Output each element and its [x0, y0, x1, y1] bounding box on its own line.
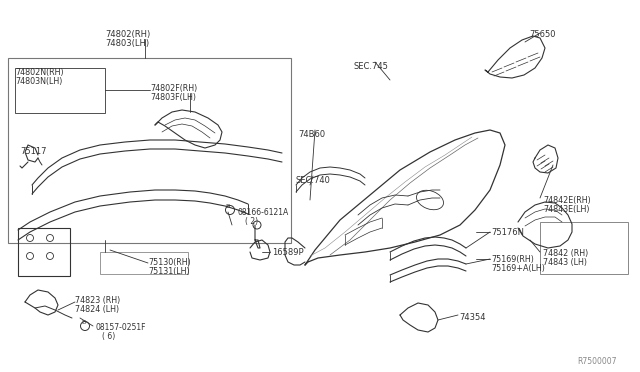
Text: 74802(RH): 74802(RH) [105, 30, 150, 39]
Text: 74802N(RH): 74802N(RH) [15, 68, 63, 77]
Text: 74824 (LH): 74824 (LH) [75, 305, 119, 314]
Text: B: B [226, 205, 230, 209]
Text: 75117: 75117 [20, 147, 47, 156]
Text: B: B [81, 321, 85, 326]
Text: 74843 (LH): 74843 (LH) [543, 258, 587, 267]
Text: 74354: 74354 [459, 313, 486, 322]
Bar [540, 222, 628, 274]
Text: SEC.740: SEC.740 [296, 176, 331, 185]
Text: 75176N: 75176N [491, 228, 524, 237]
Text: 16589P: 16589P [272, 248, 303, 257]
Text: 08166-6121A: 08166-6121A [238, 208, 289, 217]
Text: 08157-0251F: 08157-0251F [95, 323, 145, 332]
Text: 75169+A(LH): 75169+A(LH) [491, 264, 545, 273]
Text: 74803F(LH): 74803F(LH) [150, 93, 196, 102]
Text: 74842E(RH): 74842E(RH) [543, 196, 591, 205]
Bar [18, 228, 70, 276]
Bar [15, 68, 105, 113]
Text: 75169(RH): 75169(RH) [491, 255, 534, 264]
Text: 75130(RH): 75130(RH) [148, 258, 191, 267]
Text: ( 2): ( 2) [245, 217, 258, 226]
Text: 74843E(LH): 74843E(LH) [543, 205, 589, 214]
Text: ( 6): ( 6) [102, 332, 115, 341]
Text: SEC.745: SEC.745 [354, 62, 389, 71]
Bar [8, 58, 291, 243]
Text: 74803N(LH): 74803N(LH) [15, 77, 62, 86]
Text: 74842 (RH): 74842 (RH) [543, 249, 588, 258]
Text: 74803(LH): 74803(LH) [105, 39, 149, 48]
Text: 75131(LH): 75131(LH) [148, 267, 189, 276]
Text: 74802F(RH): 74802F(RH) [150, 84, 197, 93]
Text: 74B60: 74B60 [298, 130, 325, 139]
Text: 74823 (RH): 74823 (RH) [75, 296, 120, 305]
Text: R7500007: R7500007 [577, 357, 616, 366]
Text: 75650: 75650 [529, 30, 556, 39]
Bar [100, 252, 188, 274]
